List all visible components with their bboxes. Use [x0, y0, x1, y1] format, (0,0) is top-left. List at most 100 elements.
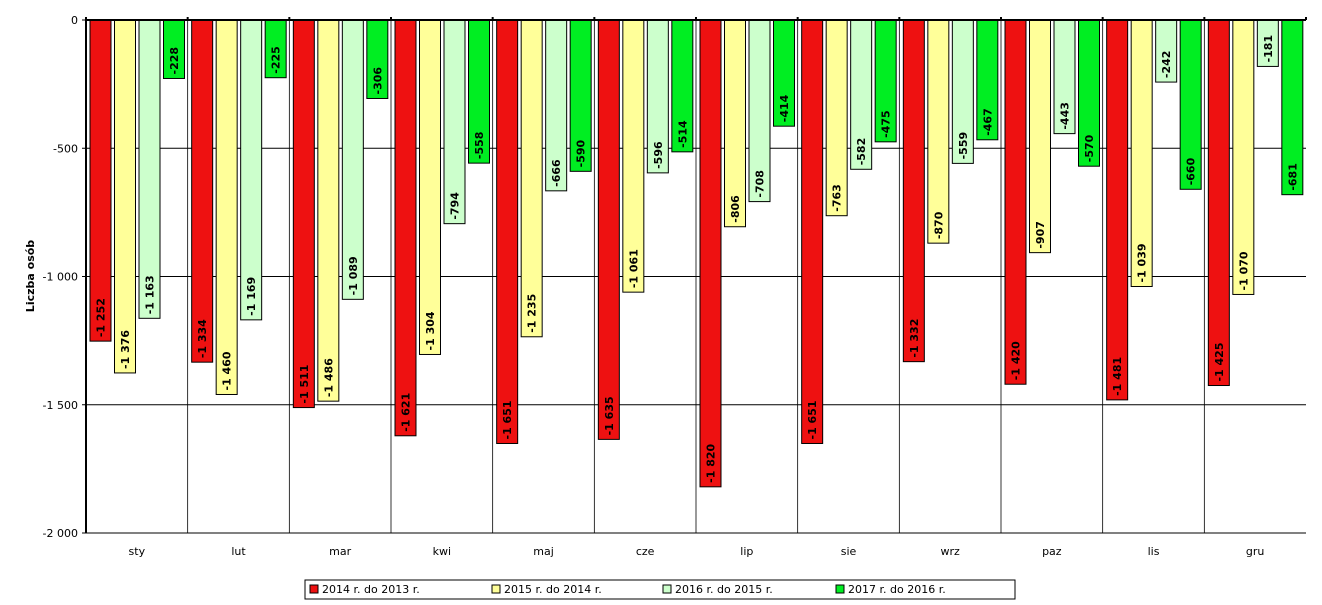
data-label: -1 061 [627, 249, 640, 288]
bar [240, 19, 263, 321]
legend-swatch [309, 584, 319, 594]
bar [699, 19, 722, 488]
data-label: -794 [449, 192, 462, 220]
x-tick-label: sie [841, 545, 857, 558]
data-label: -559 [957, 132, 970, 160]
bar [215, 19, 238, 395]
x-tick-label: sty [129, 545, 146, 558]
x-tick-label: cze [636, 545, 655, 558]
legend-label: 2016 r. do 2015 r. [675, 583, 773, 596]
bar [801, 19, 824, 444]
data-label: -1 304 [424, 311, 437, 350]
bar [1207, 19, 1230, 387]
legend-swatch [662, 584, 672, 594]
x-tick-label: maj [533, 545, 554, 558]
bar [927, 19, 950, 244]
bar [394, 19, 417, 437]
data-label: -1 635 [603, 396, 616, 435]
x-tick-label: lis [1148, 545, 1160, 558]
data-label: -681 [1286, 163, 1299, 191]
data-label: -1 820 [705, 443, 718, 482]
x-tick-label: mar [329, 545, 351, 558]
data-label: -1 334 [196, 319, 209, 358]
bar [1004, 19, 1027, 385]
data-label: -1 089 [347, 256, 360, 295]
y-tick-label: -1 000 [43, 271, 78, 284]
data-label: -1 235 [526, 294, 539, 333]
y-tick-label: 0 [71, 14, 78, 27]
data-label: -558 [473, 132, 486, 160]
axes: 0 -500 -1 000 -1 500 -2 000 sty lut mar kwi maj cz… [43, 14, 1307, 558]
data-label: -443 [1059, 102, 1072, 130]
legend-swatch [835, 584, 845, 594]
bar [191, 19, 214, 363]
bar [1106, 19, 1129, 401]
data-label: -467 [981, 108, 994, 136]
data-label: -1 651 [806, 400, 819, 439]
x-tick-label: wrz [941, 545, 961, 558]
legend-label: 2017 r. do 2016 r. [848, 583, 946, 596]
x-tick-label: gru [1246, 545, 1264, 558]
data-label: -1 425 [1213, 342, 1226, 381]
data-label: -1 486 [322, 358, 335, 397]
bar [419, 19, 441, 355]
bar [138, 19, 161, 319]
data-label: -590 [575, 139, 588, 167]
y-axis-title: Liczba osób [24, 240, 37, 312]
bar [114, 19, 136, 374]
legend-label: 2014 r. do 2013 r. [322, 583, 420, 596]
x-tick-label: paz [1042, 545, 1062, 558]
data-label: -708 [754, 170, 767, 198]
data-label: -907 [1034, 221, 1047, 249]
bar [292, 19, 315, 409]
bar [317, 19, 340, 402]
data-label: -242 [1160, 51, 1173, 79]
data-label: -1 163 [144, 275, 157, 314]
bar [1029, 19, 1051, 254]
data-label: -1 481 [1111, 357, 1124, 396]
data-label: -228 [168, 47, 181, 75]
data-label: -870 [932, 211, 945, 239]
data-label: -1 420 [1010, 341, 1023, 380]
bar [89, 19, 112, 342]
data-label: -1 332 [908, 319, 921, 358]
data-label: -596 [652, 141, 665, 169]
legend: 2014 r. do 2013 r. 2015 r. do 2014 r. 2016… [304, 579, 1016, 600]
legend-label: 2015 r. do 2014 r. [504, 583, 602, 596]
bars [89, 19, 1304, 488]
data-label: -660 [1185, 157, 1198, 185]
bar [520, 19, 543, 338]
data-label: -1 511 [298, 365, 311, 404]
x-tick-label: lip [740, 545, 753, 558]
y-tick-label: -500 [53, 142, 78, 155]
bar [496, 19, 519, 444]
data-label: -570 [1083, 134, 1096, 162]
legend-swatch [491, 584, 501, 594]
bar [597, 19, 620, 440]
data-label: -1 070 [1237, 251, 1250, 290]
data-label: -1 252 [95, 298, 108, 337]
data-label: -1 621 [400, 393, 413, 432]
data-label: -225 [270, 46, 283, 74]
data-label: -306 [371, 67, 384, 95]
data-label: -514 [676, 120, 689, 148]
data-label: -1 169 [245, 277, 258, 316]
y-tick-label: -2 000 [43, 527, 78, 540]
data-label: -414 [778, 94, 791, 122]
y-tick-label: -1 500 [43, 399, 78, 412]
bar [902, 19, 925, 363]
data-label: -763 [831, 184, 844, 212]
data-label: -1 651 [501, 400, 514, 439]
data-label: -582 [855, 138, 868, 166]
x-tick-label: kwi [433, 545, 451, 558]
x-tick-label: lut [231, 545, 246, 558]
data-label: -666 [550, 159, 563, 187]
data-label: -181 [1262, 35, 1275, 63]
data-label: -806 [729, 195, 742, 223]
data-label: -1 460 [221, 351, 234, 390]
gridlines [86, 19, 1306, 534]
data-labels: -1 252 -1 376 -1 163 -228 -1 334 -1 460 -1 169… [95, 35, 1300, 483]
data-label: -1 376 [119, 330, 132, 369]
